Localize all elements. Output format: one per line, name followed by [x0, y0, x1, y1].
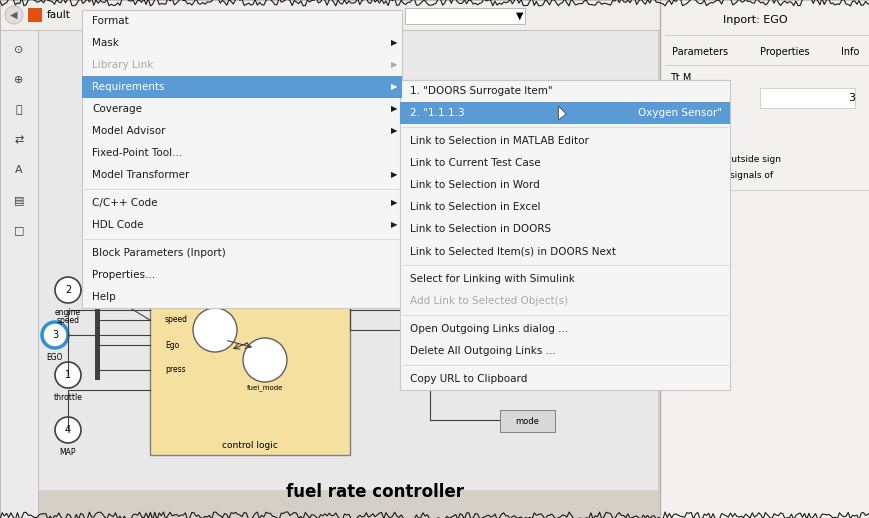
- Text: Link to Selection in Excel: Link to Selection in Excel: [409, 202, 540, 212]
- Polygon shape: [558, 106, 566, 120]
- Text: Port numb: Port numb: [669, 115, 720, 125]
- Text: Model Advisor: Model Advisor: [92, 126, 165, 136]
- Text: Delete All Outgoing Links ...: Delete All Outgoing Links ...: [409, 346, 555, 356]
- Bar: [0, 0, 38, 518]
- Text: Select for Linking with Simulink: Select for Linking with Simulink: [409, 274, 574, 284]
- Text: Link to Selected Item(s) in DOORS Next: Link to Selected Item(s) in DOORS Next: [409, 246, 615, 256]
- Bar: [405, 8, 524, 24]
- Text: ▼: ▼: [515, 11, 523, 21]
- Text: ▤: ▤: [14, 195, 24, 205]
- Text: ▶: ▶: [390, 82, 397, 92]
- Text: 3: 3: [52, 330, 58, 340]
- Text: Requirements: Requirements: [92, 82, 164, 92]
- Circle shape: [5, 6, 23, 24]
- Text: C/C++ Code: C/C++ Code: [92, 198, 157, 208]
- Text: Link to Selection in DOORS: Link to Selection in DOORS: [409, 224, 550, 234]
- Bar: [760, 88, 854, 108]
- Text: Fixed-Point Tool...: Fixed-Point Tool...: [92, 148, 182, 158]
- Text: Open Outgoing Links dialog ...: Open Outgoing Links dialog ...: [409, 324, 567, 334]
- Text: fuel rate controller: fuel rate controller: [286, 483, 463, 501]
- Text: speed: speed: [56, 316, 79, 325]
- Text: Library Link: Library Link: [92, 60, 153, 70]
- Text: Info: Info: [839, 47, 859, 57]
- Text: 1: 1: [65, 370, 71, 380]
- Text: ▶: ▶: [390, 170, 397, 180]
- Text: mode: mode: [514, 416, 538, 425]
- Bar: [0, 0, 869, 30]
- Circle shape: [55, 277, 81, 303]
- Text: A: A: [15, 165, 23, 175]
- Text: Block Parameters (Inport): Block Parameters (Inport): [92, 248, 225, 258]
- Text: engine: engine: [55, 308, 81, 317]
- Text: EGO: EGO: [47, 353, 63, 362]
- Text: Model Transformer: Model Transformer: [92, 170, 189, 180]
- Text: press: press: [165, 366, 185, 375]
- Text: HDL Code: HDL Code: [92, 220, 143, 230]
- Circle shape: [242, 338, 287, 382]
- Circle shape: [193, 308, 236, 352]
- Circle shape: [42, 322, 68, 348]
- Text: 4: 4: [65, 425, 71, 435]
- Bar: [500, 410, 554, 432]
- Bar: [82, 76, 401, 98]
- Text: Oxygen Sensor": Oxygen Sensor": [637, 108, 721, 118]
- Text: 2. "1.1.1.3: 2. "1.1.1.3: [409, 108, 464, 118]
- Text: 3: 3: [847, 93, 854, 103]
- Text: fail_state: fail_state: [199, 298, 230, 306]
- Text: ◀: ◀: [10, 10, 17, 20]
- Text: ▶: ▶: [390, 198, 397, 208]
- Text: throttle: throttle: [54, 393, 83, 402]
- Bar: [149, 290, 349, 455]
- Text: ▶: ▶: [390, 61, 397, 69]
- Text: ▶: ▶: [390, 126, 397, 136]
- Text: Parameters: Parameters: [671, 47, 727, 57]
- Bar: [400, 80, 729, 390]
- Text: Coverage: Coverage: [92, 104, 142, 114]
- Text: control logic: control logic: [222, 440, 277, 450]
- Bar: [82, 10, 401, 308]
- Text: Format: Format: [92, 16, 129, 26]
- Text: by delaying outside sign: by delaying outside sign: [669, 155, 780, 165]
- Text: MAP: MAP: [60, 448, 76, 457]
- Text: Properties: Properties: [760, 47, 809, 57]
- Text: Help: Help: [92, 292, 116, 302]
- Text: Ego: Ego: [165, 340, 179, 350]
- Text: 1. "DOORS Surrogate Item": 1. "DOORS Surrogate Item": [409, 86, 552, 96]
- Text: ⊕: ⊕: [14, 75, 23, 85]
- Bar: [400, 102, 729, 124]
- Text: ▶: ▶: [390, 105, 397, 113]
- Text: Mask: Mask: [92, 38, 119, 48]
- Text: Copy URL to Clipboard: Copy URL to Clipboard: [409, 374, 527, 384]
- Text: Add Link to Selected Object(s): Add Link to Selected Object(s): [409, 296, 567, 306]
- Text: Link to Current Test Case: Link to Current Test Case: [409, 158, 540, 168]
- Text: ⊙: ⊙: [14, 45, 23, 55]
- Text: tributes: tributes: [669, 205, 719, 215]
- Bar: [95, 300, 100, 380]
- Text: ⇄: ⇄: [14, 135, 23, 145]
- Text: 2: 2: [65, 285, 71, 295]
- Text: Inport: EGO: Inport: EGO: [722, 15, 786, 25]
- Text: ▶: ▶: [390, 38, 397, 48]
- Text: fault: fault: [47, 10, 70, 20]
- Circle shape: [55, 417, 81, 443]
- Circle shape: [55, 362, 81, 388]
- Text: ▶: ▶: [390, 221, 397, 229]
- Text: □: □: [14, 225, 24, 235]
- Text: Properties...: Properties...: [92, 270, 155, 280]
- Bar: [660, 0, 869, 518]
- Text: Link to Selection in Word: Link to Selection in Word: [409, 180, 539, 190]
- Bar: [28, 8, 42, 22]
- Text: ⤢: ⤢: [16, 105, 23, 115]
- Bar: [38, 30, 657, 490]
- Text: Tt M...: Tt M...: [669, 73, 700, 83]
- Text: fuel_mode: fuel_mode: [247, 385, 283, 392]
- Text: for feedback signals of: for feedback signals of: [669, 170, 773, 180]
- Text: speed: speed: [165, 315, 188, 324]
- Text: Link to Selection in MATLAB Editor: Link to Selection in MATLAB Editor: [409, 136, 588, 146]
